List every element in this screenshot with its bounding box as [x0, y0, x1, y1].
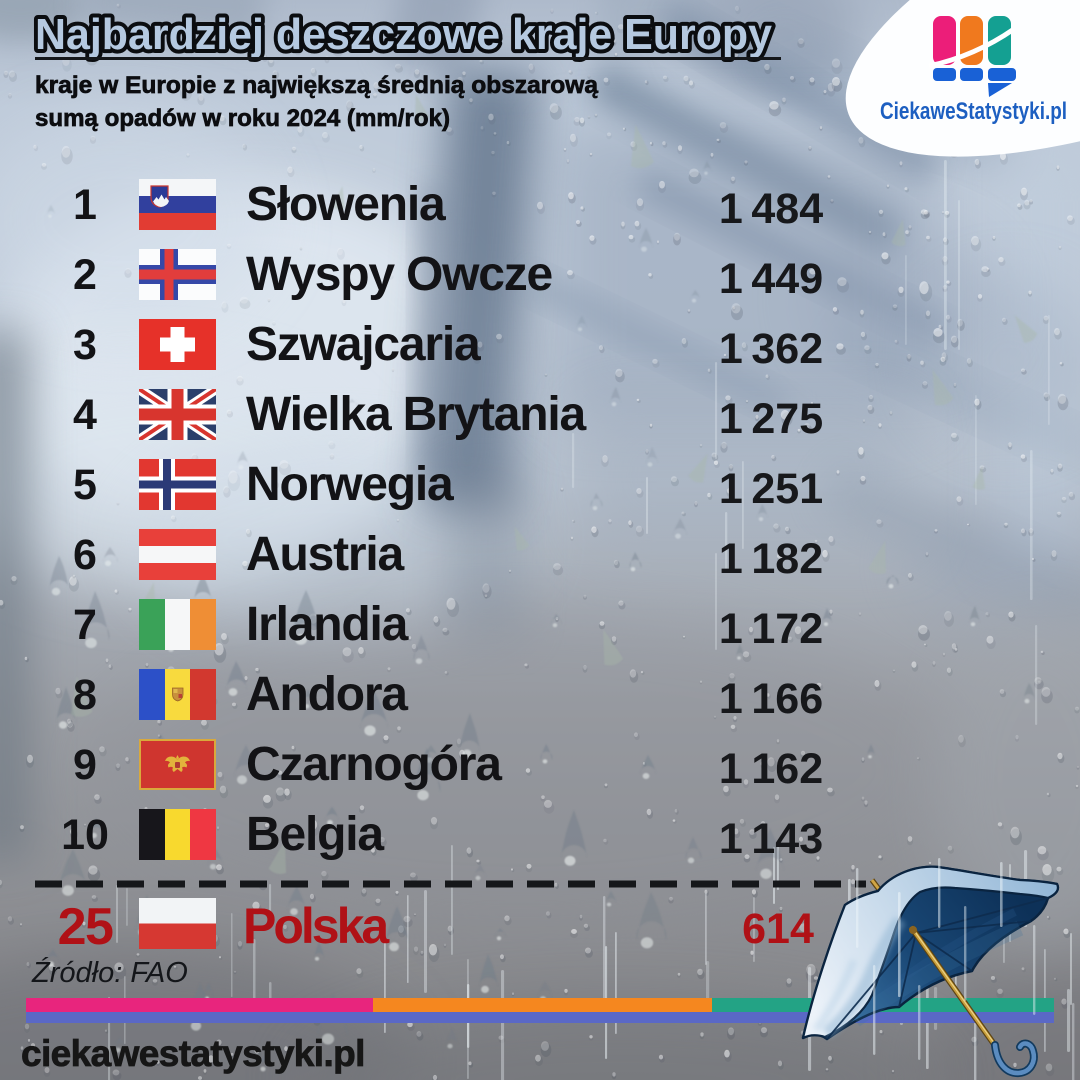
- svg-text:sumą opadów w roku 2024 (mm/ro: sumą opadów w roku 2024 (mm/rok): [35, 105, 450, 132]
- svg-text:Najbardziej deszczowe kraje Eu: Najbardziej deszczowe kraje Europy: [37, 13, 775, 62]
- svg-text:Najbardziej deszczowe kraje Eu: Najbardziej deszczowe kraje Europy: [35, 10, 773, 59]
- svg-text:CiekaweStatystyki.pl: CiekaweStatystyki.pl: [880, 98, 1067, 125]
- svg-text:kraje w Europie z największą ś: kraje w Europie z największą średnią obs…: [35, 72, 599, 99]
